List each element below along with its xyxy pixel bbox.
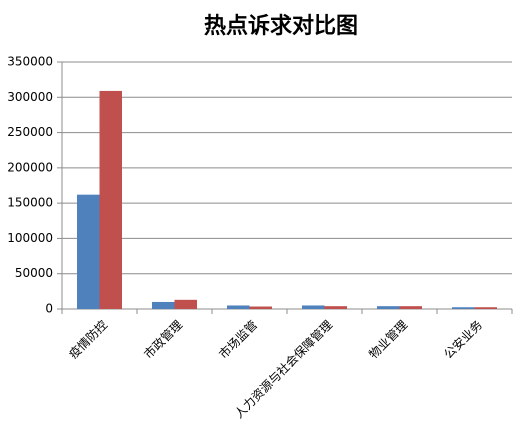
bar — [399, 306, 422, 309]
y-tick-label: 350000 — [7, 55, 53, 69]
bar — [152, 301, 175, 309]
y-tick-label: 300000 — [7, 90, 53, 104]
bar — [324, 306, 347, 309]
bar — [174, 299, 197, 309]
y-tick-label: 0 — [45, 302, 53, 316]
y-tick-label: 100000 — [7, 231, 53, 245]
bar — [452, 307, 475, 309]
bar — [227, 305, 250, 309]
y-tick-label: 50000 — [15, 266, 53, 280]
y-tick-label: 250000 — [7, 125, 53, 139]
bar — [77, 194, 100, 309]
chart-title: 热点诉求对比图 — [204, 13, 358, 39]
bar — [302, 305, 325, 309]
y-tick-label: 200000 — [7, 160, 53, 174]
bar — [474, 307, 497, 309]
y-tick-label: 150000 — [7, 196, 53, 210]
bar — [249, 306, 272, 309]
bar — [377, 306, 400, 309]
bar — [99, 90, 122, 309]
